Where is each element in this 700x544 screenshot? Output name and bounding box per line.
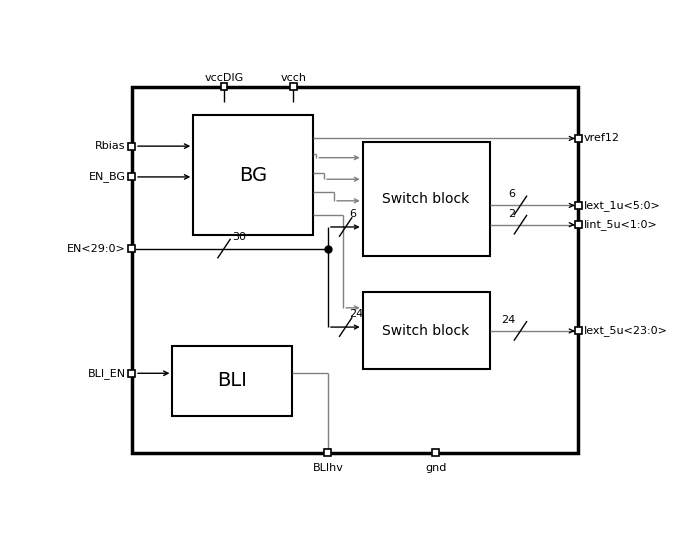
Bar [172, 347, 292, 416]
Bar [132, 87, 578, 453]
Bar [220, 83, 228, 90]
Text: BLI_EN: BLI_EN [88, 368, 126, 379]
Bar [325, 449, 331, 456]
Bar [128, 370, 135, 377]
Text: BG: BG [239, 165, 267, 184]
Text: vccDIG: vccDIG [204, 72, 244, 83]
Bar [575, 135, 582, 142]
Bar [193, 115, 312, 234]
Text: 30: 30 [232, 232, 246, 243]
Text: 6: 6 [349, 209, 356, 219]
Bar [128, 143, 135, 150]
Text: Switch block: Switch block [382, 192, 470, 206]
Bar [575, 327, 582, 335]
Bar [363, 143, 490, 256]
Text: gnd: gnd [425, 463, 447, 473]
Text: EN_BG: EN_BG [89, 171, 126, 182]
Text: vcch: vcch [280, 72, 307, 83]
Text: 2: 2 [508, 208, 515, 219]
Bar [433, 449, 439, 456]
Text: 24: 24 [500, 315, 515, 325]
Text: Iext_5u<23:0>: Iext_5u<23:0> [584, 325, 668, 336]
Text: BLIhv: BLIhv [312, 463, 344, 473]
Text: 6: 6 [508, 189, 515, 199]
Bar [363, 293, 490, 369]
Text: Rbias: Rbias [95, 141, 126, 151]
Bar [290, 83, 297, 90]
Text: Switch block: Switch block [382, 324, 470, 338]
Text: Iint_5u<1:0>: Iint_5u<1:0> [584, 219, 658, 230]
Text: Iext_1u<5:0>: Iext_1u<5:0> [584, 200, 661, 211]
Text: vref12: vref12 [584, 133, 620, 144]
Text: BLI: BLI [217, 372, 247, 391]
Bar [575, 221, 582, 228]
Bar [128, 245, 135, 252]
Text: EN<29:0>: EN<29:0> [67, 244, 126, 254]
Text: 24: 24 [349, 310, 364, 319]
Bar [575, 202, 582, 209]
Bar [128, 174, 135, 181]
